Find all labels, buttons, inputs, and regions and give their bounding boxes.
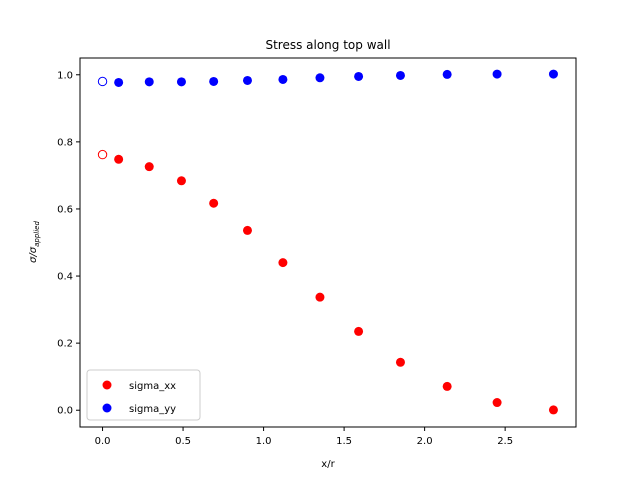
legend-label-sigma-xx: sigma_xx <box>129 381 176 392</box>
y-tick-label: 0.8 <box>57 137 73 148</box>
data-point-sigma-xx <box>209 198 219 208</box>
y-tick-label: 0.6 <box>57 204 73 215</box>
x-tick-label: 2.0 <box>417 436 433 447</box>
data-point-sigma-xx <box>354 326 364 336</box>
data-point-sigma-yy <box>278 74 288 84</box>
data-point-sigma-yy <box>114 77 124 87</box>
x-tick-label: 1.0 <box>256 436 272 447</box>
x-axis-ticks: 0.0 0.5 1.0 1.5 2.0 2.5 <box>95 427 513 447</box>
y-tick-label: 0.4 <box>57 272 73 283</box>
y-axis-label-subscript: applied <box>33 221 41 247</box>
data-point-sigma-xx <box>176 176 186 186</box>
data-point-sigma-xx <box>144 162 154 172</box>
data-point-sigma-yy <box>209 76 219 86</box>
x-tick-label: 0.5 <box>175 436 191 447</box>
data-point-sigma-yy <box>442 69 452 79</box>
legend-marker-sigma-yy <box>102 403 112 413</box>
data-point-hollow-sigma-yy <box>97 76 108 87</box>
x-tick-label: 2.5 <box>497 436 513 447</box>
data-point-sigma-xx <box>315 292 325 302</box>
data-point-sigma-yy <box>354 71 364 81</box>
legend-box <box>86 369 201 421</box>
data-point-sigma-xx <box>114 154 124 164</box>
data-point-sigma-yy <box>548 69 558 79</box>
y-tick-label: 1.0 <box>57 70 73 81</box>
x-tick-label: 1.5 <box>336 436 352 447</box>
data-point-sigma-xx <box>548 405 558 415</box>
data-point-sigma-xx <box>395 357 405 367</box>
legend: sigma_xx sigma_yy <box>86 369 201 421</box>
y-tick-label: 0.2 <box>57 339 73 350</box>
y-tick-label: 0.0 <box>57 406 73 417</box>
data-point-sigma-xx <box>492 398 502 408</box>
legend-marker-sigma-xx <box>102 380 112 390</box>
y-axis-label-main: σ/σ <box>28 246 39 263</box>
y-axis-ticks: 0.0 0.2 0.4 0.6 0.8 1.0 <box>57 70 80 417</box>
plot-area <box>97 69 558 415</box>
data-point-sigma-yy <box>492 69 502 79</box>
data-point-hollow-sigma-xx <box>97 149 108 160</box>
x-tick-label: 0.0 <box>95 436 111 447</box>
data-point-sigma-yy <box>242 75 252 85</box>
data-point-sigma-xx <box>442 381 452 391</box>
plot-frame <box>79 57 577 428</box>
data-point-sigma-yy <box>315 73 325 83</box>
data-point-sigma-xx <box>278 258 288 268</box>
x-axis-label: x/r <box>321 459 335 470</box>
y-axis-label: σ/σapplied <box>28 221 41 263</box>
legend-label-sigma-yy: sigma_yy <box>129 404 176 415</box>
data-point-sigma-yy <box>395 70 405 80</box>
data-point-sigma-xx <box>242 225 252 235</box>
chart-title: Stress along top wall <box>265 38 390 52</box>
data-point-sigma-yy <box>176 77 186 87</box>
data-point-sigma-yy <box>144 77 154 87</box>
